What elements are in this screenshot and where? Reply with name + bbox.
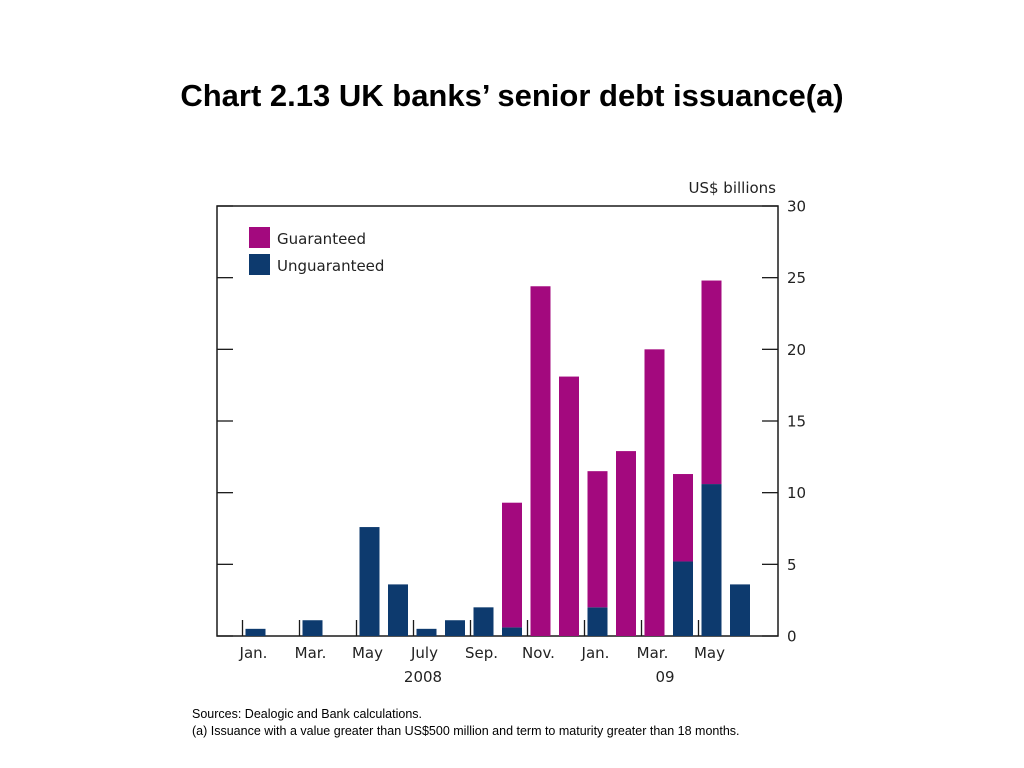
bar-unguaranteed — [673, 561, 693, 636]
y-tick-label: 20 — [787, 341, 806, 359]
x-axis: Jan. Mar. May July Sep. Nov. Jan. Mar. May 2008 09 — [239, 620, 725, 686]
sources-note: Sources: Dealogic and Bank calculations. — [192, 707, 422, 721]
bar-guaranteed — [616, 451, 636, 636]
bars-group — [245, 280, 750, 636]
bar-unguaranteed — [730, 584, 750, 636]
chart-title: Chart 2.13 UK banks’ senior debt issuanc… — [180, 78, 844, 113]
y-tick-label: 30 — [787, 198, 806, 216]
legend-label-unguaranteed: Unguaranteed — [277, 257, 384, 275]
bar-guaranteed — [502, 502, 522, 628]
year-label: 2008 — [404, 668, 442, 686]
y-axis: 0 5 10 15 20 25 30 — [217, 198, 806, 646]
x-tick-label: Jan. — [581, 644, 610, 662]
footnote: (a) Issuance with a value greater than U… — [192, 724, 740, 738]
x-tick-label: Jan. — [239, 644, 268, 662]
bar-unguaranteed — [359, 527, 380, 636]
bar-guaranteed — [644, 349, 665, 636]
bar-unguaranteed — [388, 584, 408, 636]
y-tick-label: 15 — [787, 413, 806, 431]
y-tick-label: 5 — [787, 556, 797, 574]
chart-notes: Sources: Dealogic and Bank calculations.… — [192, 706, 740, 740]
legend: Guaranteed Unguaranteed — [249, 227, 384, 275]
bar-unguaranteed — [701, 484, 722, 636]
legend-swatch-guaranteed — [249, 227, 270, 248]
x-tick-label: May — [352, 644, 383, 662]
legend-swatch-unguaranteed — [249, 254, 270, 275]
bar-guaranteed — [530, 286, 551, 636]
bar-unguaranteed — [587, 607, 608, 636]
x-tick-label: Nov. — [522, 644, 555, 662]
legend-label-guaranteed: Guaranteed — [277, 230, 366, 248]
x-tick-label: Mar. — [295, 644, 327, 662]
x-tick-label: Sep. — [465, 644, 498, 662]
bar-unguaranteed — [416, 628, 437, 636]
bar-guaranteed — [673, 474, 693, 562]
year-label: 09 — [655, 668, 674, 686]
bar-unguaranteed — [302, 620, 323, 636]
bar-unguaranteed — [445, 620, 465, 636]
bar-guaranteed — [559, 376, 579, 636]
y-tick-label: 0 — [787, 628, 797, 646]
x-tick-label: May — [694, 644, 725, 662]
y-tick-label: 10 — [787, 484, 806, 502]
bar-unguaranteed — [473, 607, 494, 636]
bar-unguaranteed — [502, 627, 522, 636]
y-tick-label: 25 — [787, 269, 806, 287]
bar-guaranteed — [587, 471, 608, 608]
x-tick-label: Mar. — [637, 644, 669, 662]
bar-unguaranteed — [245, 628, 266, 636]
bar-guaranteed — [701, 280, 722, 485]
x-tick-label: July — [410, 644, 438, 662]
y-axis-label: US$ billions — [688, 179, 776, 197]
